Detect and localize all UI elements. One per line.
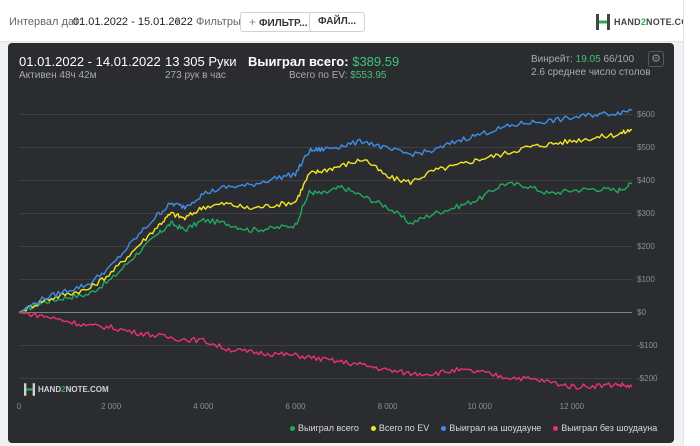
legend-item[interactable]: Выиграл всего bbox=[290, 423, 359, 433]
watermark-text: HAND2NOTE.COM bbox=[38, 385, 109, 394]
watermark: HAND2NOTE.COM bbox=[24, 383, 109, 396]
y-tick-label: $100 bbox=[637, 274, 655, 284]
file-button[interactable]: ФАЙЛ... bbox=[309, 12, 366, 32]
y-tick-label: -$100 bbox=[637, 340, 658, 350]
series-line bbox=[18, 181, 633, 314]
legend-label: Всего по EV bbox=[378, 423, 430, 433]
hands-count: 13 305 Руки bbox=[165, 54, 237, 69]
y-tick-label: $400 bbox=[637, 175, 655, 185]
legend-item[interactable]: Всего по EV bbox=[370, 423, 430, 433]
legend-label: Выиграл на шоудауне bbox=[449, 423, 542, 433]
series-line bbox=[18, 108, 633, 314]
date-interval-select[interactable]: 01.01.2022 - 15.01.2022 bbox=[73, 16, 193, 28]
x-tick-label: 12 000 bbox=[559, 402, 585, 411]
x-tick-label: 4 000 bbox=[193, 402, 214, 411]
gear-icon[interactable]: ⚙ bbox=[648, 51, 664, 67]
right-scroll-edge bbox=[683, 0, 700, 446]
filter-button-label: ФИЛЬТР... bbox=[259, 18, 308, 29]
hand2note-logo-icon bbox=[596, 14, 610, 30]
plus-icon: + bbox=[249, 15, 257, 29]
interval-label: Интервал дат: bbox=[9, 16, 82, 28]
legend-item[interactable]: Выиграл без шоудауна bbox=[553, 423, 657, 433]
series-line bbox=[18, 311, 633, 390]
legend-item[interactable]: Выиграл на шоудауне bbox=[441, 423, 541, 433]
x-tick-label: 6 000 bbox=[285, 402, 306, 411]
filter-button[interactable]: + ФИЛЬТР... bbox=[240, 12, 317, 32]
x-tick-label: 0 bbox=[16, 402, 22, 411]
y-tick-label: $0 bbox=[637, 307, 646, 317]
y-tick-label: $300 bbox=[637, 208, 655, 218]
active-time: Активен 48ч 42м bbox=[19, 70, 97, 81]
legend-dot-icon bbox=[553, 425, 559, 431]
watermark-logo-icon bbox=[24, 383, 35, 396]
chevron-down-icon[interactable]: ▼ bbox=[173, 16, 182, 26]
filters-label: Фильтры: bbox=[196, 16, 244, 28]
series-line bbox=[18, 128, 633, 314]
hand2note-logo-text: HAND2NOTE.COM bbox=[614, 17, 697, 27]
chart-legend: Выиграл всего Всего по EV Выиграл на шоуда… bbox=[290, 423, 657, 433]
date-range: 01.01.2022 - 14.01.2022 bbox=[19, 54, 161, 69]
legend-label: Выиграл всего bbox=[298, 423, 359, 433]
winrate: Винрейт: 19.05 66/100 bbox=[531, 54, 635, 65]
legend-dot-icon bbox=[370, 425, 376, 431]
x-tick-label: 8 000 bbox=[377, 402, 398, 411]
graph-chart bbox=[18, 108, 633, 390]
y-tick-label: $500 bbox=[637, 142, 655, 152]
legend-dot-icon bbox=[441, 425, 447, 431]
graph-panel: 01.01.2022 - 14.01.2022 Активен 48ч 42м … bbox=[8, 43, 674, 443]
y-tick-label: -$200 bbox=[637, 373, 658, 383]
hand2note-logo: HAND2NOTE.COM bbox=[596, 13, 696, 31]
file-button-label: ФАЙЛ... bbox=[318, 16, 357, 27]
y-tick-label: $200 bbox=[637, 241, 655, 251]
x-tick-label: 2 000 bbox=[101, 402, 122, 411]
total-ev: Всего по EV: $553.95 bbox=[289, 70, 387, 81]
legend-dot-icon bbox=[290, 425, 295, 431]
total-won: Выиграл всего: $389.59 bbox=[248, 54, 400, 69]
hands-per-hour: 273 рук в час bbox=[165, 70, 226, 81]
legend-label: Выиграл без шоудауна bbox=[561, 423, 658, 433]
x-tick-label: 10 000 bbox=[467, 402, 492, 411]
avg-tables: 2.6 среднее число столов bbox=[531, 67, 651, 78]
y-tick-label: $600 bbox=[637, 109, 655, 119]
toolbar: Интервал дат: 01.01.2022 - 15.01.2022 ▼ … bbox=[0, 0, 700, 42]
